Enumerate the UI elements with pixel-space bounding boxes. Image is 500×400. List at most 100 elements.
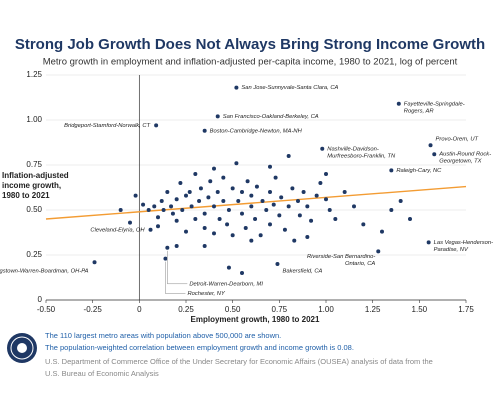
point xyxy=(215,190,220,194)
point-label: Nashville-Davidson- xyxy=(327,146,379,152)
point xyxy=(184,229,188,234)
point xyxy=(118,208,123,212)
chart-subtitle: Metro growth in employment and inflation… xyxy=(43,57,458,68)
point xyxy=(234,161,239,166)
point xyxy=(180,208,185,212)
point xyxy=(309,218,314,223)
point xyxy=(221,199,226,203)
y-tick-label: 0.75 xyxy=(26,160,42,169)
point xyxy=(292,238,297,243)
point-label: Ontario, CA xyxy=(345,261,375,267)
point xyxy=(159,199,164,203)
x-tick-label: 0.50 xyxy=(225,305,241,314)
point-label: Bakersfield, CA xyxy=(282,269,322,275)
point xyxy=(254,184,259,189)
x-tick-label: -0.25 xyxy=(84,305,103,314)
point xyxy=(258,233,263,238)
point xyxy=(156,224,160,229)
point-label: Cleveland-Elyria, OH xyxy=(90,227,145,233)
point xyxy=(245,179,250,184)
point xyxy=(342,190,347,194)
point xyxy=(148,227,153,232)
point xyxy=(193,172,198,176)
seal-ring xyxy=(10,336,34,360)
point xyxy=(221,175,226,180)
point xyxy=(286,204,291,209)
point xyxy=(202,226,207,230)
chart-title: Strong Job Growth Does Not Always Bring … xyxy=(15,36,485,53)
point xyxy=(230,186,235,191)
point xyxy=(165,190,170,194)
point-label: Raleigh-Cary, NC xyxy=(396,168,442,174)
point xyxy=(193,217,198,221)
point xyxy=(198,186,203,191)
x-tick-label: 1.25 xyxy=(365,305,381,314)
point xyxy=(178,181,183,185)
point xyxy=(253,217,258,221)
point xyxy=(426,240,431,245)
y-tick-label: 0 xyxy=(38,295,43,304)
x-tick-label: 0.25 xyxy=(178,305,194,314)
point xyxy=(279,195,284,200)
point-label: San Francisco-Oakland-Berkeley, CA xyxy=(223,114,319,120)
point xyxy=(197,199,202,203)
point xyxy=(174,218,179,223)
point xyxy=(333,217,338,221)
point xyxy=(320,146,325,151)
point xyxy=(249,193,254,198)
point xyxy=(163,256,168,261)
point xyxy=(215,114,220,119)
x-tick-label: 0 xyxy=(137,305,142,314)
x-tick-label: 1.50 xyxy=(412,305,428,314)
point xyxy=(206,195,211,200)
point-label: Paradise, NV xyxy=(434,247,469,253)
point xyxy=(290,186,295,191)
point xyxy=(396,101,401,106)
point xyxy=(187,190,192,194)
point xyxy=(380,229,384,234)
point xyxy=(305,204,310,209)
point xyxy=(324,172,328,176)
point xyxy=(169,204,174,209)
point xyxy=(212,166,216,171)
point-label: Austin-Round Rock- xyxy=(438,152,491,158)
source: U.S. Department of Commerce Office of th… xyxy=(45,357,433,366)
point xyxy=(165,245,170,250)
seal-center xyxy=(17,343,27,353)
note: The population-weighted correlation betw… xyxy=(45,343,354,352)
point xyxy=(389,208,394,212)
point-label: Youngstown-Warren-Boardman, OH-PA xyxy=(0,269,89,275)
y-tick-label: 0.50 xyxy=(26,205,42,214)
point xyxy=(296,199,300,203)
point xyxy=(141,202,146,207)
point xyxy=(170,211,175,216)
point xyxy=(314,193,319,198)
point xyxy=(230,233,235,238)
point xyxy=(243,226,248,230)
point xyxy=(152,204,157,209)
point xyxy=(398,199,403,203)
x-tick-label: 0.75 xyxy=(272,305,288,314)
point-label: Provo-Orem, UT xyxy=(436,137,479,143)
x-tick-label: 1.00 xyxy=(318,305,334,314)
point-label: Rochester, NY xyxy=(187,291,226,297)
point xyxy=(318,181,323,185)
point-label: San Jose-Sunnyvale-Santa Clara, CA xyxy=(241,85,338,91)
point xyxy=(389,168,394,173)
point xyxy=(273,175,278,180)
point xyxy=(264,208,269,212)
point-label: Murfreesboro-Franklin, TN xyxy=(327,153,396,159)
x-tick-label: -0.50 xyxy=(37,305,56,314)
point-label: Las Vegas-Henderson- xyxy=(434,240,493,246)
point xyxy=(236,199,241,203)
point-label: Georgetown, TX xyxy=(439,159,482,165)
point xyxy=(225,222,230,227)
point xyxy=(268,190,272,194)
source: U.S. Bureau of Economic Analysis xyxy=(45,369,159,378)
point xyxy=(376,249,381,254)
point xyxy=(212,231,216,236)
point xyxy=(174,197,179,202)
point xyxy=(189,204,194,209)
point xyxy=(271,202,276,207)
